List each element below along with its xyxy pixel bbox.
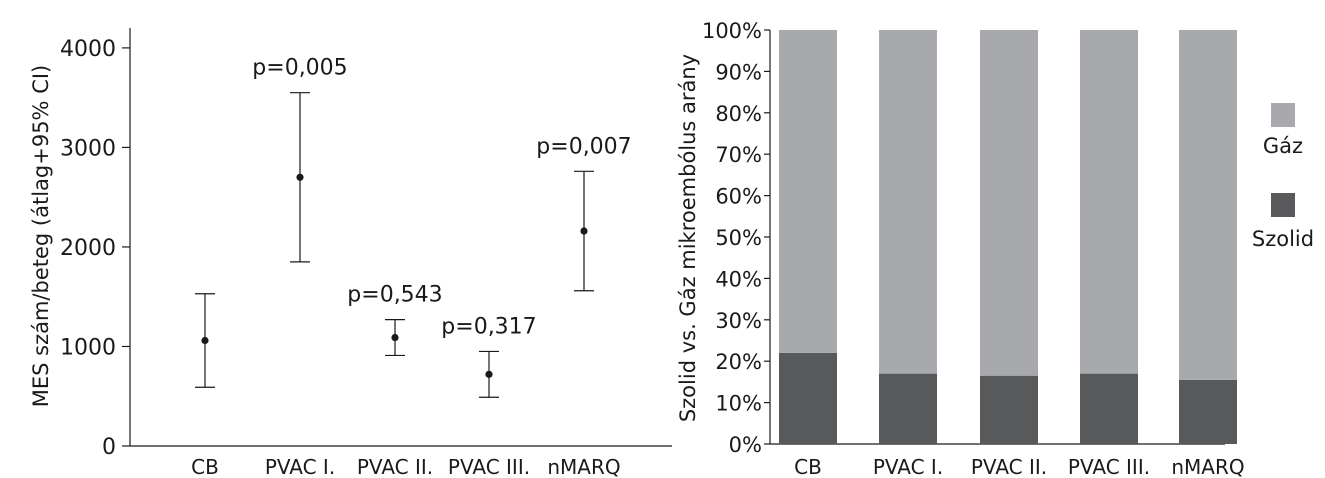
error-bar-group xyxy=(195,293,215,388)
right-y-tick-label: 30% xyxy=(715,309,762,333)
left-y-tick-label: 2000 xyxy=(60,236,116,261)
p-value-annotation: p=0,317 xyxy=(441,314,536,339)
right-y-axis-label: Szolid vs. Gáz mikroembólus arány xyxy=(676,54,700,422)
right-y-tick-label: 10% xyxy=(715,392,762,416)
mean-point xyxy=(580,227,588,235)
left-x-tick-label: PVAC II. xyxy=(357,455,433,478)
p-value-annotation: p=0,005 xyxy=(252,56,347,81)
stacked-bar-segment xyxy=(1179,30,1237,380)
left-y-tick-label: 1000 xyxy=(60,335,116,360)
right-y-tick-label: 60% xyxy=(715,185,762,209)
left-axes: 0 1000 2000 3000 4000 CB PVAC I. PVAC II. PVAC I… xyxy=(60,28,672,478)
stacked-bar-segment xyxy=(1080,30,1138,374)
legend-label: Szolid xyxy=(1252,227,1314,251)
right-x-tick-label: PVAC III. xyxy=(1068,455,1150,478)
left-y-tick-label: 3000 xyxy=(60,136,116,161)
error-bar-group: p=0,005 xyxy=(252,56,348,263)
left-marks: p=0,005 p=0,543 p=0,317 p=0,007 xyxy=(195,56,632,398)
right-axes: 0% 10% 20% 30% 40% 50% 60% 70% 80% 90% 100% CB PVAC … xyxy=(702,19,1245,478)
mean-point xyxy=(485,370,493,378)
mean-point xyxy=(201,336,209,345)
stacked-bar-segment xyxy=(980,30,1038,376)
stacked-bar-segment xyxy=(1080,373,1138,444)
left-x-tick-label: PVAC III. xyxy=(448,455,530,478)
mes-count-chart: 0 1000 2000 3000 4000 CB PVAC I. PVAC II. PVAC I… xyxy=(29,28,672,478)
right-y-tick-label: 80% xyxy=(715,102,762,126)
p-value-annotation: p=0,007 xyxy=(536,134,631,159)
mean-point xyxy=(391,333,399,342)
stacked-bar-segment xyxy=(879,373,937,444)
left-x-tick-label: CB xyxy=(191,455,219,478)
error-bar-group: p=0,317 xyxy=(441,314,537,398)
right-y-tick-label: 0% xyxy=(729,433,762,457)
right-y-tick-label: 40% xyxy=(715,267,762,291)
error-bar-group: p=0,007 xyxy=(536,134,632,292)
right-y-tick-label: 90% xyxy=(715,60,762,84)
legend-swatch xyxy=(1271,193,1295,217)
right-y-tick-label: 20% xyxy=(715,350,762,374)
stacked-bar-segment xyxy=(879,30,937,374)
legend-swatch xyxy=(1271,103,1295,127)
right-x-tick-label: PVAC I. xyxy=(873,455,943,478)
legend-label: Gáz xyxy=(1263,134,1303,158)
right-x-tick-label: CB xyxy=(794,455,822,478)
right-x-tick-label: PVAC II. xyxy=(971,455,1047,478)
left-y-axis-label: MES szám/beteg (átlag+95% CI) xyxy=(29,65,53,408)
left-x-tick-label: nMARQ xyxy=(547,455,620,478)
microembolus-ratio-chart: 0% 10% 20% 30% 40% 50% 60% 70% 80% 90% 100% CB PVAC … xyxy=(676,19,1314,478)
p-value-annotation: p=0,543 xyxy=(347,283,442,308)
left-x-tick-label: PVAC I. xyxy=(265,455,335,478)
right-x-tick-label: nMARQ xyxy=(1171,455,1244,478)
mean-point xyxy=(296,173,304,181)
right-y-tick-label: 50% xyxy=(715,226,762,250)
legend: Gáz Szolid xyxy=(1252,103,1314,251)
right-marks xyxy=(779,30,1237,444)
stacked-bar-segment xyxy=(779,30,837,353)
stacked-bar-segment xyxy=(980,375,1038,444)
left-y-tick-label: 4000 xyxy=(60,37,116,62)
stacked-bar-segment xyxy=(779,352,837,444)
right-y-tick-label: 70% xyxy=(715,143,762,167)
stacked-bar-segment xyxy=(1179,379,1237,444)
right-y-tick-label: 100% xyxy=(702,19,762,43)
left-y-tick-label: 0 xyxy=(102,435,116,460)
error-bar-group: p=0,543 xyxy=(347,283,443,357)
